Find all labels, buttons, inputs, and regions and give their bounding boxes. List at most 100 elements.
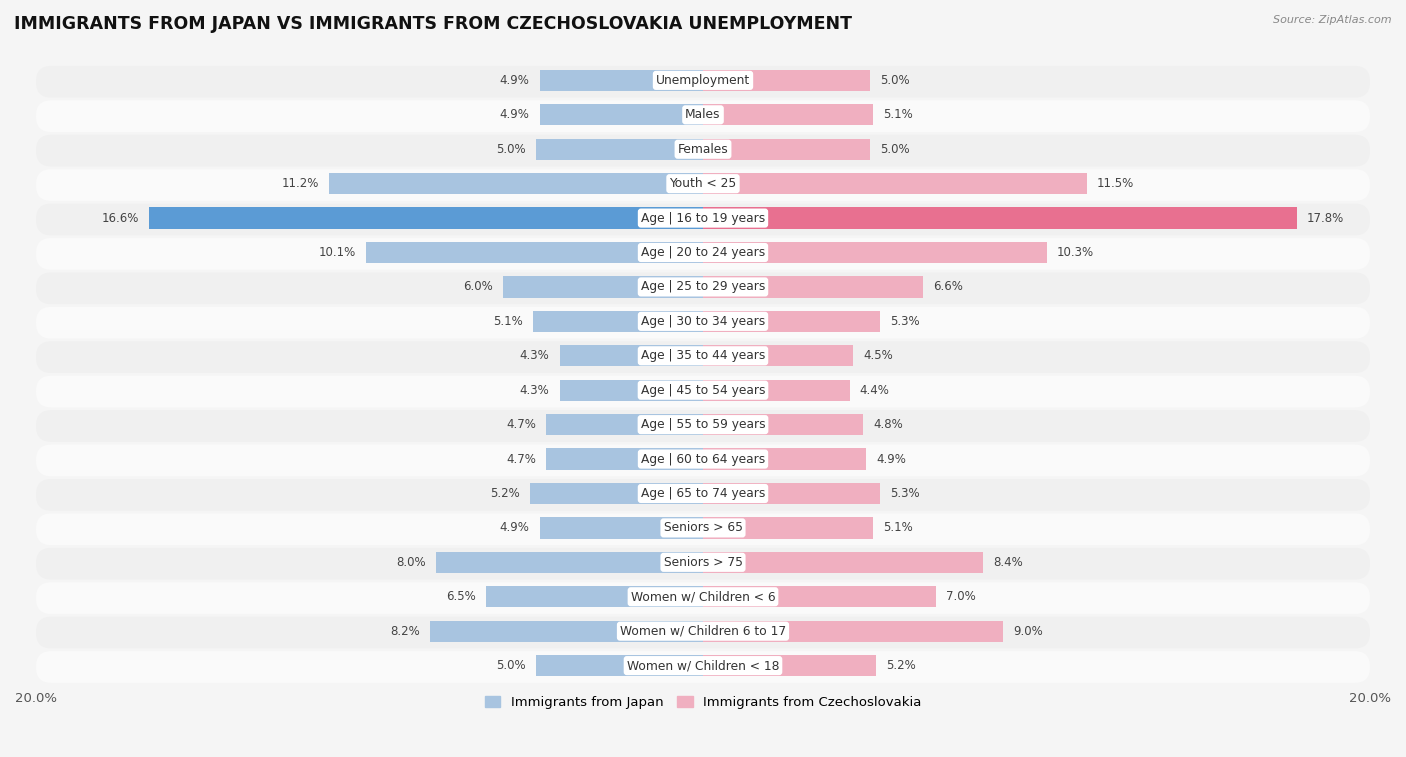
Text: Youth < 25: Youth < 25 [669,177,737,190]
FancyBboxPatch shape [37,410,1369,442]
Bar [703,655,876,676]
FancyBboxPatch shape [37,651,1369,683]
Text: Age | 60 to 64 years: Age | 60 to 64 years [641,453,765,466]
Bar [429,621,703,642]
Text: Age | 20 to 24 years: Age | 20 to 24 years [641,246,765,259]
Bar [540,70,703,91]
Bar [366,241,703,263]
Bar [703,310,880,332]
Text: 4.4%: 4.4% [859,384,890,397]
Text: 11.2%: 11.2% [283,177,319,190]
Text: 8.4%: 8.4% [993,556,1024,569]
Bar [703,241,1046,263]
Text: 5.2%: 5.2% [886,659,917,672]
FancyBboxPatch shape [37,135,1369,167]
Bar [703,104,873,126]
Text: 4.3%: 4.3% [520,384,550,397]
FancyBboxPatch shape [37,66,1369,98]
Text: Source: ZipAtlas.com: Source: ZipAtlas.com [1274,15,1392,25]
Bar [703,379,849,401]
Text: 9.0%: 9.0% [1014,625,1043,637]
Text: Males: Males [685,108,721,121]
Text: 5.1%: 5.1% [883,522,912,534]
Text: 4.9%: 4.9% [876,453,907,466]
Legend: Immigrants from Japan, Immigrants from Czechoslovakia: Immigrants from Japan, Immigrants from C… [479,690,927,714]
Bar [329,173,703,195]
Bar [703,517,873,538]
Bar [536,655,703,676]
FancyBboxPatch shape [37,375,1369,407]
Text: Unemployment: Unemployment [655,74,751,87]
Bar [703,552,983,573]
Bar [540,517,703,538]
Text: Age | 25 to 29 years: Age | 25 to 29 years [641,280,765,294]
FancyBboxPatch shape [37,204,1369,235]
Text: Females: Females [678,143,728,156]
FancyBboxPatch shape [37,170,1369,201]
FancyBboxPatch shape [37,617,1369,649]
FancyBboxPatch shape [37,548,1369,580]
Text: 5.1%: 5.1% [883,108,912,121]
Bar [703,586,936,607]
FancyBboxPatch shape [37,273,1369,304]
Text: 16.6%: 16.6% [103,212,139,225]
Text: 8.2%: 8.2% [389,625,419,637]
Bar [436,552,703,573]
Bar [703,139,870,160]
Bar [703,173,1087,195]
Bar [703,483,880,504]
Text: Age | 65 to 74 years: Age | 65 to 74 years [641,487,765,500]
Text: 10.1%: 10.1% [319,246,356,259]
Text: 5.0%: 5.0% [880,74,910,87]
Bar [540,104,703,126]
Text: 8.0%: 8.0% [396,556,426,569]
Text: 5.3%: 5.3% [890,487,920,500]
Text: Seniors > 65: Seniors > 65 [664,522,742,534]
Text: 17.8%: 17.8% [1306,212,1344,225]
Bar [149,207,703,229]
Text: 4.7%: 4.7% [506,453,536,466]
Bar [547,414,703,435]
Text: Seniors > 75: Seniors > 75 [664,556,742,569]
Text: Age | 35 to 44 years: Age | 35 to 44 years [641,349,765,363]
Text: Age | 16 to 19 years: Age | 16 to 19 years [641,212,765,225]
Bar [533,310,703,332]
Bar [486,586,703,607]
Text: Women w/ Children 6 to 17: Women w/ Children 6 to 17 [620,625,786,637]
FancyBboxPatch shape [37,307,1369,338]
Text: 4.9%: 4.9% [499,522,530,534]
FancyBboxPatch shape [37,479,1369,511]
Bar [703,345,853,366]
Text: 5.0%: 5.0% [496,143,526,156]
Bar [703,207,1296,229]
FancyBboxPatch shape [37,444,1369,476]
Bar [530,483,703,504]
Text: IMMIGRANTS FROM JAPAN VS IMMIGRANTS FROM CZECHOSLOVAKIA UNEMPLOYMENT: IMMIGRANTS FROM JAPAN VS IMMIGRANTS FROM… [14,15,852,33]
Bar [703,70,870,91]
Bar [560,345,703,366]
Text: 5.3%: 5.3% [890,315,920,328]
Text: Women w/ Children < 18: Women w/ Children < 18 [627,659,779,672]
Text: 6.0%: 6.0% [463,280,494,294]
FancyBboxPatch shape [37,101,1369,132]
Text: 5.2%: 5.2% [489,487,520,500]
FancyBboxPatch shape [37,238,1369,269]
Text: Age | 30 to 34 years: Age | 30 to 34 years [641,315,765,328]
FancyBboxPatch shape [37,341,1369,373]
Text: 5.1%: 5.1% [494,315,523,328]
Text: 11.5%: 11.5% [1097,177,1133,190]
Text: Women w/ Children < 6: Women w/ Children < 6 [631,590,775,603]
Bar [703,414,863,435]
Text: 4.9%: 4.9% [499,74,530,87]
Text: 6.5%: 6.5% [447,590,477,603]
Text: 4.9%: 4.9% [499,108,530,121]
Bar [503,276,703,298]
Bar [703,621,1002,642]
Bar [536,139,703,160]
FancyBboxPatch shape [37,513,1369,545]
Text: 6.6%: 6.6% [934,280,963,294]
Text: 4.7%: 4.7% [506,418,536,431]
Text: 5.0%: 5.0% [496,659,526,672]
Text: 4.5%: 4.5% [863,349,893,363]
FancyBboxPatch shape [37,582,1369,614]
